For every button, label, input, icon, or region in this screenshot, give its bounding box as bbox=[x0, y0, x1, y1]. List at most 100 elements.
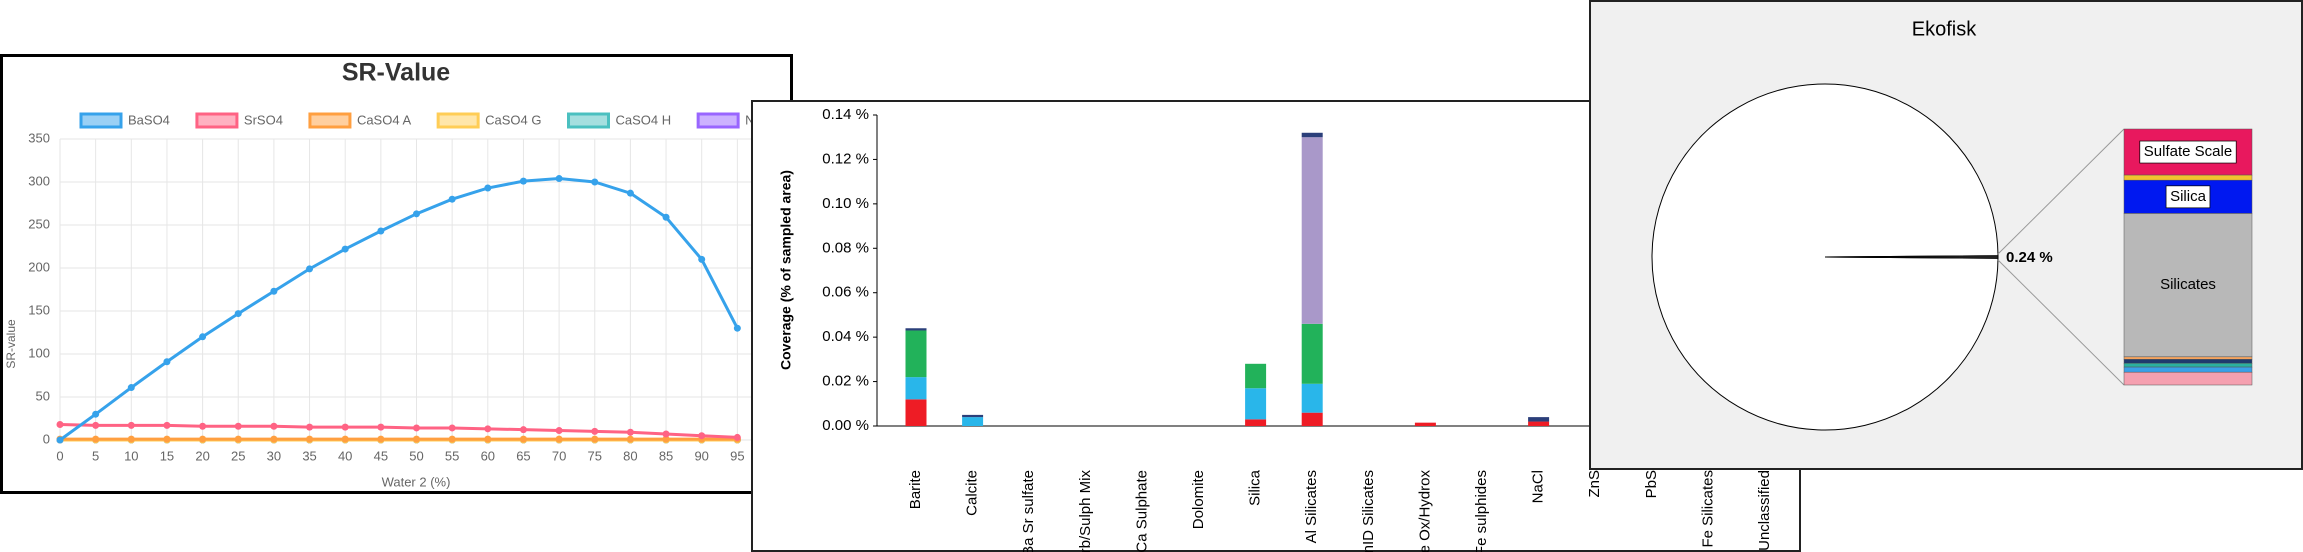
bar-segment bbox=[1301, 132, 1323, 138]
data-point bbox=[448, 424, 456, 432]
y-tick-label: 0.02 % bbox=[822, 373, 869, 390]
pie-slice bbox=[1824, 255, 1999, 259]
chart-title: Ekofisk bbox=[1912, 18, 1977, 40]
data-point bbox=[341, 423, 349, 431]
x-tick-label: 25 bbox=[231, 448, 245, 463]
data-point bbox=[555, 175, 563, 183]
breakdown-segment bbox=[2123, 356, 2253, 360]
x-tick-label: 60 bbox=[481, 448, 495, 463]
data-point bbox=[270, 422, 278, 430]
data-point bbox=[626, 435, 634, 443]
breakdown-segment bbox=[2123, 174, 2253, 181]
data-point bbox=[163, 435, 171, 443]
x-tick-label: Unclassified bbox=[1756, 470, 1773, 551]
label-box bbox=[2165, 185, 2211, 209]
x-tick-label: 95 bbox=[730, 448, 744, 463]
legend-swatch bbox=[567, 112, 610, 129]
series-line bbox=[59, 177, 739, 442]
x-tick-label: 40 bbox=[338, 448, 352, 463]
bar-segment bbox=[905, 330, 927, 378]
data-point bbox=[519, 435, 527, 443]
data-point bbox=[306, 435, 314, 443]
data-point bbox=[199, 333, 207, 341]
data-point bbox=[127, 421, 135, 429]
segment-label: Silica bbox=[2170, 188, 2207, 205]
chart-title: SR-Value bbox=[342, 59, 450, 87]
data-point bbox=[626, 189, 634, 197]
legend-swatch bbox=[308, 112, 352, 129]
data-point bbox=[484, 184, 492, 192]
bar-segment bbox=[962, 417, 984, 426]
data-point bbox=[662, 430, 670, 438]
data-point bbox=[199, 435, 207, 443]
panel-frame bbox=[0, 54, 793, 494]
data-point bbox=[413, 424, 420, 432]
legend-label: CaSO4 H bbox=[616, 112, 672, 127]
data-point bbox=[306, 265, 314, 273]
data-point bbox=[270, 287, 278, 295]
sr-value-panel: SR-Value Water 2 (%) SR-value 0501001502… bbox=[0, 54, 793, 494]
legend-swatch bbox=[436, 112, 480, 129]
segment-label: Sulfate Scale bbox=[2144, 143, 2232, 160]
data-point bbox=[377, 435, 385, 443]
legend-swatch bbox=[79, 112, 123, 129]
data-point bbox=[56, 436, 64, 444]
data-point bbox=[127, 384, 135, 392]
x-tick-label: ZnS bbox=[1586, 470, 1603, 498]
data-point bbox=[234, 422, 242, 430]
label-box bbox=[2139, 140, 2237, 164]
segment-label: Silicates bbox=[2160, 276, 2216, 293]
x-tick-label: 35 bbox=[302, 448, 316, 463]
bar-segment bbox=[1301, 137, 1323, 324]
x-tick-label: Carb/Sulph Mix bbox=[1077, 470, 1094, 552]
x-tick-label: 85 bbox=[659, 448, 673, 463]
bar-segment bbox=[905, 377, 927, 400]
legend-label: SrSO4 bbox=[244, 112, 283, 127]
data-point bbox=[555, 427, 563, 435]
connector bbox=[1997, 128, 2125, 255]
y-axis-title: Coverage (% of sampled area) bbox=[778, 170, 794, 370]
x-tick-label: 80 bbox=[623, 448, 637, 463]
bar-segment bbox=[1528, 421, 1550, 426]
data-point bbox=[662, 213, 670, 221]
y-tick-label: 50 bbox=[36, 388, 50, 403]
data-point bbox=[270, 435, 278, 443]
bar-segment bbox=[1301, 412, 1323, 426]
x-tick-label: Fe Ox/Hydrox bbox=[1416, 470, 1433, 552]
y-tick-label: 150 bbox=[28, 302, 50, 317]
x-tick-label: 55 bbox=[445, 448, 459, 463]
legend-label: CaSO4 A bbox=[357, 112, 412, 127]
y-tick-label: 0.04 % bbox=[822, 328, 869, 345]
x-tick-label: 30 bbox=[267, 448, 281, 463]
y-tick-label: 100 bbox=[28, 345, 50, 360]
x-tick-label: 15 bbox=[160, 448, 174, 463]
breakdown-segment bbox=[2123, 359, 2253, 364]
data-label: 0.24 % bbox=[2006, 249, 2053, 266]
y-tick-label: 300 bbox=[28, 173, 50, 188]
legend-label: BaSO4 bbox=[128, 112, 170, 127]
y-tick-label: 0 bbox=[43, 431, 50, 446]
series-line bbox=[59, 423, 738, 439]
legend-swatch bbox=[696, 112, 740, 129]
x-tick-label: Ca Sulphate bbox=[1133, 470, 1150, 552]
data-point bbox=[92, 435, 100, 443]
x-tick-label: 5 bbox=[92, 448, 99, 463]
bar-segment bbox=[1301, 383, 1323, 413]
x-tick-label: 90 bbox=[694, 448, 708, 463]
data-point bbox=[413, 435, 420, 443]
data-point bbox=[234, 435, 242, 443]
data-point bbox=[413, 210, 420, 218]
data-point bbox=[163, 421, 171, 429]
x-tick-label: 20 bbox=[195, 448, 209, 463]
legend-swatch bbox=[195, 112, 239, 129]
data-point bbox=[733, 433, 741, 441]
x-tick-label: 45 bbox=[374, 448, 388, 463]
y-tick-label: 0.06 % bbox=[822, 284, 869, 301]
x-tick-label: 0 bbox=[56, 448, 63, 463]
x-tick-label: 70 bbox=[552, 448, 566, 463]
data-point bbox=[555, 435, 563, 443]
y-tick-label: 0.10 % bbox=[822, 195, 869, 212]
x-tick-label: Fe sulphides bbox=[1473, 470, 1490, 552]
bar-segment bbox=[905, 399, 927, 426]
y-tick-label: 200 bbox=[28, 259, 50, 274]
